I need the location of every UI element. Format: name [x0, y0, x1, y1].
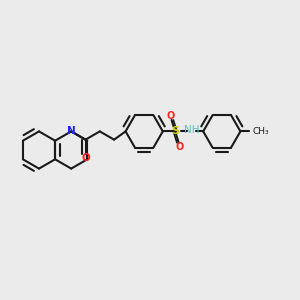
Text: S: S [171, 126, 179, 136]
Text: CH₃: CH₃ [253, 127, 269, 136]
Text: O: O [81, 153, 90, 163]
Text: N: N [67, 126, 76, 136]
Text: NH: NH [184, 125, 200, 136]
Text: O: O [167, 111, 175, 121]
Text: O: O [175, 142, 184, 152]
